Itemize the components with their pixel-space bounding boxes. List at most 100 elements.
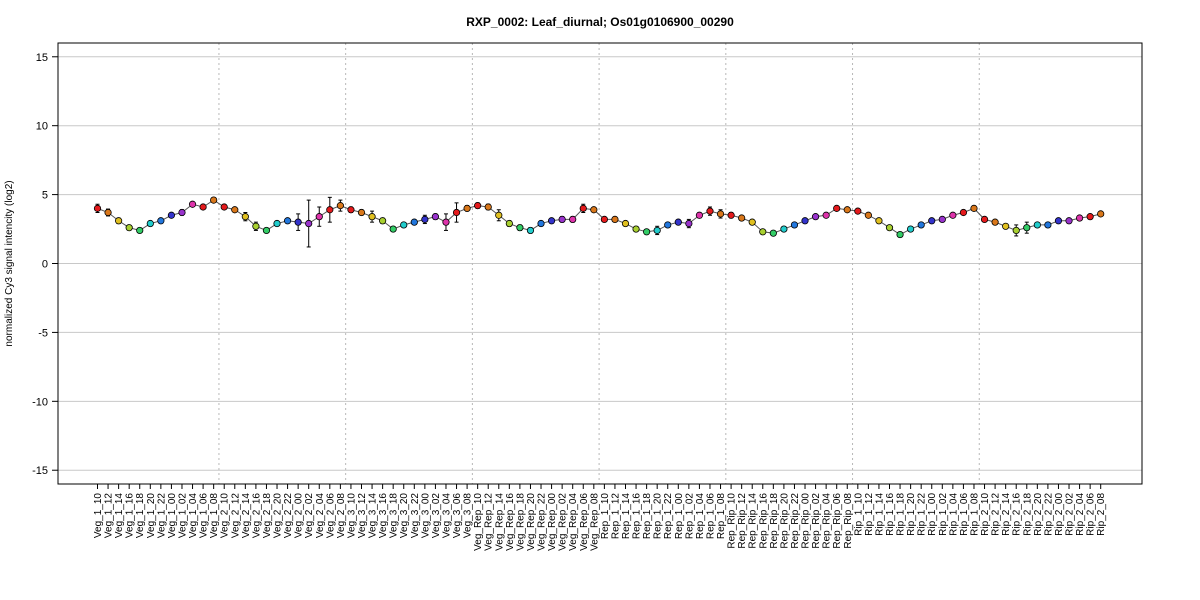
data-point[interactable] [695, 211, 704, 219]
data-point[interactable] [611, 215, 619, 223]
data-point[interactable] [305, 219, 313, 228]
data-point[interactable] [748, 218, 756, 226]
data-point[interactable] [547, 217, 556, 225]
data-point[interactable] [231, 206, 239, 214]
data-point[interactable] [664, 221, 672, 229]
data-point[interactable] [157, 217, 165, 225]
data-point[interactable] [674, 218, 682, 226]
data-point[interactable] [1033, 221, 1041, 229]
data-point[interactable] [146, 219, 154, 228]
data-point[interactable] [167, 211, 176, 219]
data-point[interactable] [854, 207, 862, 215]
data-point[interactable] [516, 224, 524, 232]
data-point[interactable] [315, 213, 323, 221]
data-point[interactable] [273, 219, 281, 228]
data-point[interactable] [970, 204, 978, 212]
data-point[interactable] [188, 200, 197, 208]
data-point[interactable] [1012, 226, 1020, 235]
data-point[interactable] [505, 219, 513, 228]
data-point[interactable] [769, 229, 777, 237]
data-point[interactable] [864, 211, 872, 219]
data-point[interactable] [326, 206, 334, 214]
data-point[interactable] [410, 218, 418, 226]
data-point[interactable] [368, 213, 376, 221]
data-point[interactable] [706, 207, 714, 215]
data-point[interactable] [811, 213, 820, 221]
data-point[interactable] [241, 213, 249, 221]
data-point[interactable] [833, 204, 841, 212]
data-point[interactable] [347, 206, 355, 214]
data-point[interactable] [885, 224, 894, 232]
data-point[interactable] [1097, 210, 1105, 218]
data-point[interactable] [590, 206, 598, 214]
data-point[interactable] [643, 228, 651, 236]
data-point[interactable] [727, 211, 735, 219]
data-point[interactable] [907, 225, 915, 233]
data-point[interactable] [875, 217, 883, 225]
data-point[interactable] [357, 208, 366, 217]
data-point[interactable] [801, 217, 809, 225]
data-point[interactable] [1054, 217, 1063, 225]
data-point[interactable] [252, 222, 260, 230]
data-point[interactable] [136, 226, 144, 235]
data-point[interactable] [495, 211, 503, 219]
data-point[interactable] [262, 226, 271, 235]
data-point[interactable] [1086, 213, 1094, 221]
data-point[interactable] [104, 208, 112, 217]
data-point[interactable] [579, 204, 587, 212]
data-point[interactable] [210, 196, 218, 204]
x-tick-label: Rip_2_20 [1033, 493, 1044, 536]
data-point[interactable] [938, 215, 946, 223]
data-point[interactable] [463, 204, 471, 212]
data-point[interactable] [632, 225, 640, 233]
data-point[interactable] [738, 214, 746, 222]
data-point[interactable] [93, 204, 102, 212]
data-point[interactable] [421, 215, 429, 223]
data-point[interactable] [537, 219, 545, 228]
data-point[interactable] [283, 217, 292, 225]
data-point[interactable] [959, 208, 968, 217]
data-point[interactable] [759, 228, 767, 236]
data-point[interactable] [780, 225, 788, 233]
data-point[interactable] [474, 202, 482, 210]
data-point[interactable] [928, 217, 936, 225]
data-point[interactable] [336, 202, 344, 210]
data-point[interactable] [558, 215, 566, 223]
data-point[interactable] [379, 217, 387, 225]
data-point[interactable] [526, 226, 535, 235]
data-point[interactable] [896, 230, 904, 239]
data-point[interactable] [843, 206, 851, 214]
data-point[interactable] [452, 208, 461, 217]
data-point[interactable] [790, 221, 799, 229]
data-point[interactable] [600, 215, 608, 223]
data-point[interactable] [716, 210, 725, 218]
data-point[interactable] [389, 225, 397, 233]
data-point[interactable] [220, 203, 228, 211]
data-point[interactable] [431, 213, 440, 221]
data-point[interactable] [1075, 214, 1084, 222]
data-point[interactable] [822, 211, 830, 219]
data-point[interactable] [199, 203, 207, 211]
data-point[interactable] [1023, 224, 1031, 232]
data-point[interactable] [949, 211, 957, 219]
data-point[interactable] [569, 215, 577, 223]
data-point[interactable] [125, 224, 133, 232]
data-point[interactable] [653, 226, 661, 235]
data-point[interactable] [484, 203, 492, 211]
data-point[interactable] [442, 218, 450, 226]
data-point[interactable] [917, 221, 925, 229]
data-point[interactable] [621, 219, 630, 228]
data-point[interactable] [178, 208, 186, 217]
data-point[interactable] [980, 215, 989, 223]
chart-title: RXP_0002: Leaf_diurnal; Os01g0106900_002… [466, 15, 734, 29]
data-point[interactable] [115, 217, 123, 225]
data-point[interactable] [991, 218, 999, 226]
x-tick-label: Veg_3_18 [389, 493, 400, 538]
data-point[interactable] [1044, 221, 1052, 229]
data-point[interactable] [400, 221, 408, 229]
data-point[interactable] [294, 218, 302, 226]
data-point[interactable] [685, 219, 693, 228]
data-point[interactable] [1002, 222, 1010, 230]
data-point[interactable] [1065, 217, 1073, 225]
